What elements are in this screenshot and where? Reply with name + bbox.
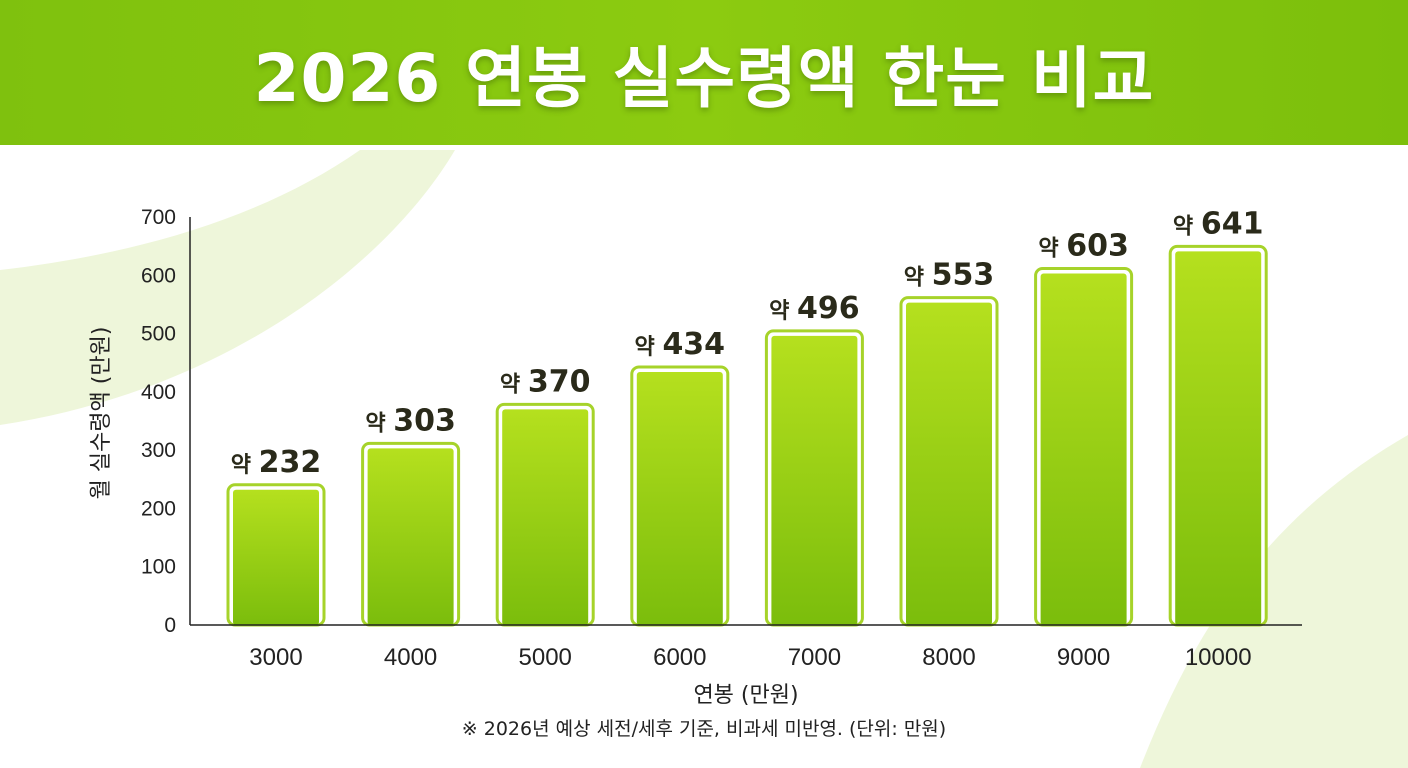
x-tick-label: 6000	[653, 644, 706, 671]
y-axis: 0 100 200 300 400 500 600 700	[141, 206, 191, 637]
bar-group: 약 232	[226, 445, 326, 627]
x-tick-label: 4000	[384, 644, 437, 671]
footnote: ※ 2026년 예상 세전/세후 기준, 비과세 미반영. (단위: 만원)	[461, 718, 947, 740]
y-tick-label: 100	[141, 556, 176, 579]
bar-value-label: 약 434	[635, 327, 726, 362]
bar-value-label: 약 553	[904, 258, 995, 293]
y-tick-label: 300	[141, 439, 176, 462]
bar	[771, 335, 858, 625]
y-axis-label: 월 실수령액 (만원)	[89, 327, 114, 500]
bars: 약 232 약 303 약 370 약 434 약 496 약 553 약 603 약 641	[226, 206, 1268, 627]
x-axis: 3000 4000 5000 6000 7000 8000 9000 10000	[190, 624, 1302, 671]
bar-value-label: 약 603	[1038, 229, 1129, 264]
bar	[502, 409, 589, 625]
chart-title: 2026 연봉 실수령액 한눈 비교	[253, 39, 1155, 117]
y-tick-label: 0	[164, 614, 176, 637]
x-tick-label: 3000	[249, 644, 302, 671]
title-banner: 2026 연봉 실수령액 한눈 비교	[0, 0, 1408, 145]
x-tick-label: 10000	[1185, 644, 1252, 671]
bar-group: 약 434	[630, 327, 730, 627]
background-shape-left	[0, 150, 455, 425]
x-tick-label: 7000	[788, 644, 841, 671]
bar	[906, 302, 992, 625]
bar-group: 약 553	[899, 258, 999, 627]
y-tick-label: 500	[141, 323, 176, 346]
y-tick-label: 600	[141, 264, 176, 287]
bar-group: 약 370	[495, 364, 595, 627]
bar-group: 약 496	[764, 291, 864, 627]
y-tick-label: 700	[141, 206, 176, 229]
bar	[233, 489, 319, 625]
bar	[636, 372, 723, 625]
x-tick-label: 5000	[519, 644, 572, 671]
bar	[367, 448, 454, 625]
bar-value-label: 약 370	[500, 364, 591, 399]
bar	[1040, 273, 1127, 625]
y-tick-label: 400	[141, 381, 176, 404]
bar-value-label: 약 303	[365, 403, 456, 438]
x-axis-label: 연봉 (만원)	[693, 683, 798, 708]
x-tick-label: 9000	[1057, 644, 1110, 671]
x-tick-label: 8000	[922, 644, 975, 671]
background-shape-right	[1140, 435, 1408, 768]
y-tick-label: 200	[141, 497, 176, 520]
bar-value-label: 약 232	[231, 445, 322, 480]
bar-value-label: 약 641	[1173, 206, 1264, 241]
bar-group: 약 641	[1168, 206, 1268, 627]
bar	[1175, 251, 1262, 626]
bar-group: 약 603	[1034, 229, 1134, 627]
bar-group: 약 303	[361, 403, 461, 627]
bar-value-label: 약 496	[769, 291, 860, 326]
